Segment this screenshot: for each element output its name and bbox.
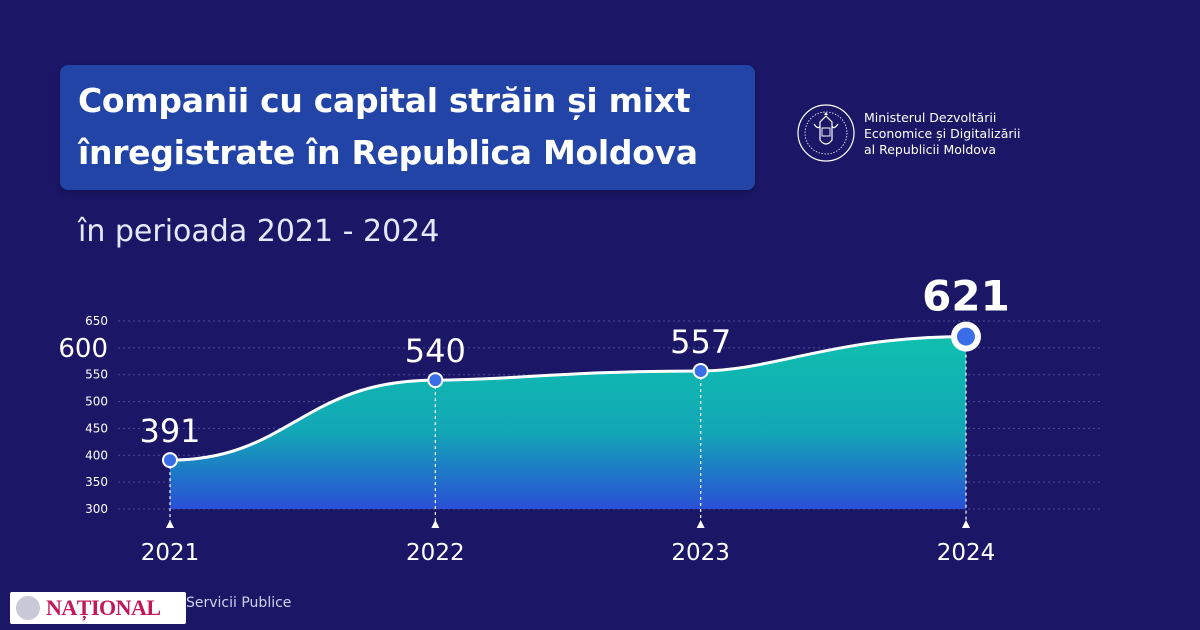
logo-circle-icon	[16, 596, 40, 620]
data-point-2021	[162, 452, 178, 469]
source-text: Servicii Publice	[186, 595, 292, 611]
chart-title-line-2: înregistrate în Republica Moldova	[78, 133, 698, 172]
y-tick-label-450: 450	[85, 421, 108, 435]
y-tick-label-600: 600	[58, 334, 108, 364]
y-axis-ticks: 300 350 400 450 500 550 600 650	[58, 314, 108, 516]
y-tick-label-650: 650	[85, 314, 108, 328]
state-emblem-icon	[797, 104, 855, 162]
ministry-logo: Ministerul Dezvoltării Economice și Digi…	[796, 100, 1056, 170]
data-point-2024	[957, 327, 975, 346]
ministry-name-line-3: al Republicii Moldova	[864, 142, 996, 157]
y-tick-label-550: 550	[85, 368, 108, 382]
x-tick-label-2024: 2024	[937, 540, 996, 566]
data-points	[162, 321, 981, 469]
point-guides	[166, 336, 970, 528]
x-tick-marker-2023	[696, 520, 705, 528]
ministry-name-line-1: Ministerul Dezvoltării	[864, 110, 997, 125]
x-tick-label-2023: 2023	[671, 540, 730, 566]
data-point-2023	[692, 362, 709, 379]
y-tick-label-500: 500	[85, 395, 108, 409]
title-box: Companii cu capital străin și mixt înreg…	[60, 65, 755, 190]
publisher-logo: NAȚIONAL	[10, 592, 186, 624]
data-label-2022: 540	[405, 332, 466, 370]
x-tick-marker-2024	[962, 520, 970, 528]
data-labels: 391 540 557 621	[139, 272, 1009, 451]
area-fill	[170, 336, 966, 509]
x-tick-label-2021: 2021	[141, 540, 200, 566]
x-tick-label-2022: 2022	[406, 540, 465, 566]
y-tick-label-300: 300	[85, 502, 108, 516]
data-label-2023: 557	[670, 323, 731, 361]
x-tick-marker-2021	[166, 520, 174, 528]
data-label-2024: 621	[922, 272, 1010, 321]
y-tick-label-350: 350	[85, 475, 108, 489]
x-tick-marker-2022	[431, 520, 440, 528]
chart-title-line-1: Companii cu capital străin și mixt	[78, 81, 691, 120]
series-line	[169, 335, 967, 462]
y-tick-label-400: 400	[85, 448, 108, 462]
chart-subtitle: în perioada 2021 - 2024	[78, 214, 440, 249]
data-label-2021: 391	[139, 412, 200, 450]
ministry-name-line-2: Economice și Digitalizării	[864, 126, 1021, 141]
x-axis-ticks: 2021 2022 2023 2024	[141, 540, 996, 566]
publisher-logo-text: NAȚIONAL	[46, 595, 161, 620]
data-point-2022	[427, 372, 444, 389]
